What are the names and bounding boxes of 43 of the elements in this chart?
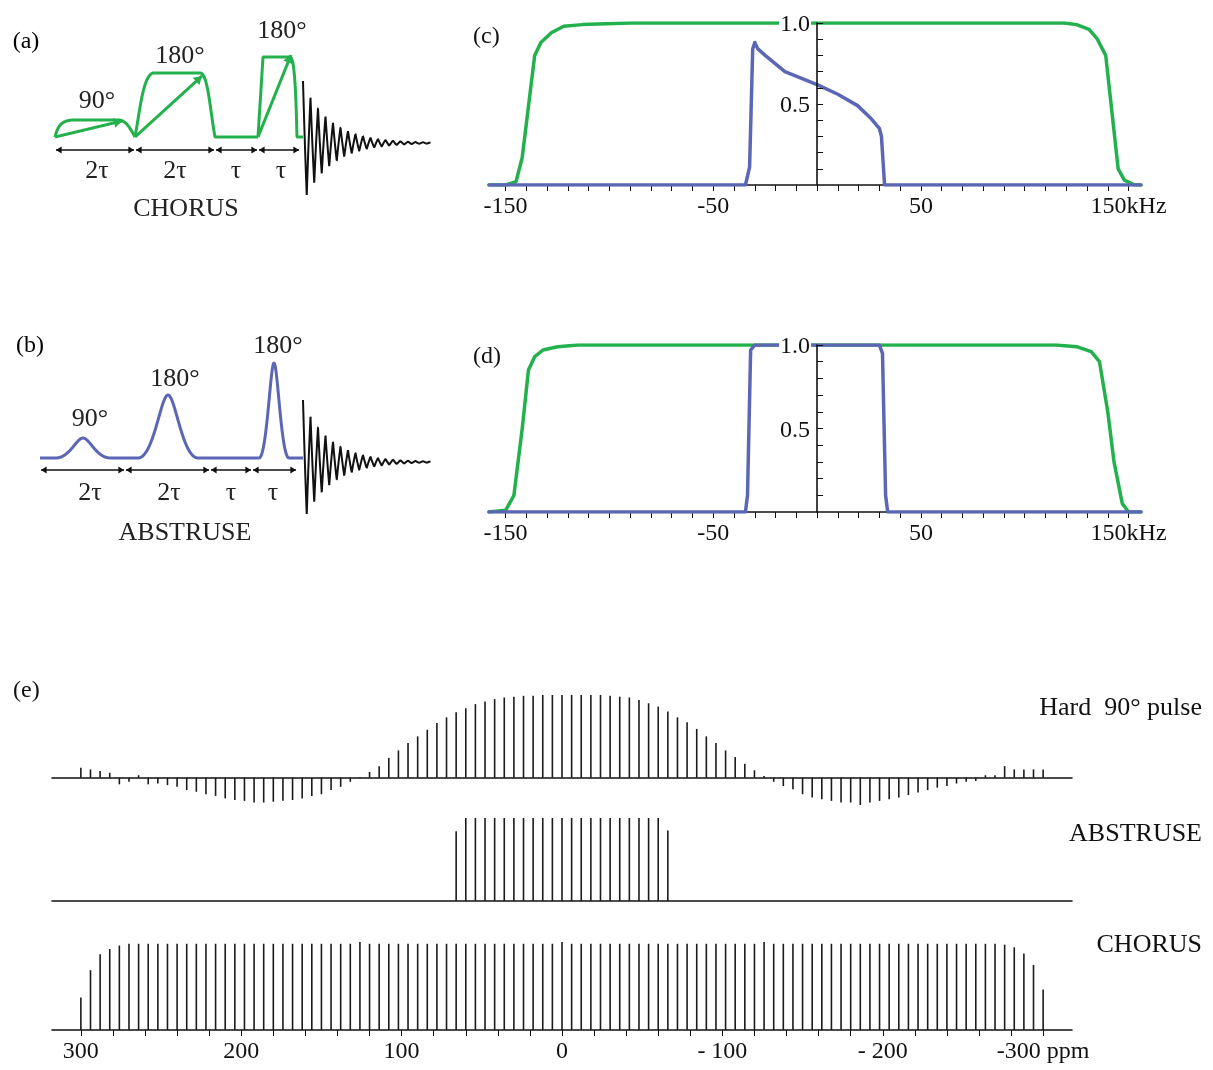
text: 180° bbox=[257, 15, 307, 44]
text: ABSTRUSE bbox=[118, 517, 252, 546]
text: 90° bbox=[78, 85, 116, 114]
x-tick-label: 300 bbox=[62, 1037, 99, 1063]
text: CHORUS bbox=[1096, 928, 1203, 958]
x-tick-label: -300 ppm bbox=[996, 1037, 1090, 1063]
text: 180° bbox=[155, 40, 205, 69]
y-tick-label: 1.0 bbox=[780, 332, 811, 358]
text: τ bbox=[225, 477, 237, 506]
x-tick-label: -150 bbox=[483, 519, 528, 545]
y-tick-label: 1.0 bbox=[780, 10, 811, 36]
text: CHORUS bbox=[133, 193, 239, 222]
series-label: Hard 90° pulse bbox=[1039, 691, 1203, 721]
x-tick-label: 200 bbox=[223, 1037, 260, 1063]
chart-title: (d) bbox=[473, 342, 501, 368]
y-tick-label: 0.5 bbox=[780, 415, 811, 442]
text: τ bbox=[267, 477, 279, 506]
x-tick-label: -50 bbox=[697, 519, 730, 545]
text: 2τ bbox=[78, 477, 102, 506]
text: 90° bbox=[71, 403, 109, 432]
text: 2τ bbox=[163, 155, 187, 184]
chart-title: (e) bbox=[13, 676, 40, 702]
text: 2τ bbox=[157, 477, 181, 506]
text: 180° bbox=[150, 363, 200, 392]
y-tick-label: 0.5 bbox=[780, 91, 811, 117]
text: 180° bbox=[253, 330, 303, 359]
text: (a) bbox=[12, 27, 40, 53]
text: ABSTRUSE bbox=[1069, 817, 1202, 847]
x-tick-label: 50 bbox=[908, 519, 933, 545]
x-tick-label: -150 bbox=[483, 192, 528, 218]
x-tick-label: 150kHz bbox=[1090, 519, 1167, 545]
chart-title: (c) bbox=[473, 22, 500, 48]
x-tick-label: -50 bbox=[697, 192, 730, 218]
text: τ bbox=[230, 155, 242, 184]
text: 2τ bbox=[85, 155, 109, 184]
x-tick-label: - 100 bbox=[697, 1037, 748, 1063]
x-tick-label: - 200 bbox=[857, 1037, 908, 1063]
x-tick-label: 0 bbox=[556, 1037, 568, 1063]
text: (b) bbox=[16, 331, 44, 357]
x-tick-label: 50 bbox=[908, 192, 933, 218]
x-tick-label: 100 bbox=[383, 1037, 420, 1063]
text: τ bbox=[275, 155, 287, 184]
x-tick-label: 150kHz bbox=[1090, 192, 1167, 218]
